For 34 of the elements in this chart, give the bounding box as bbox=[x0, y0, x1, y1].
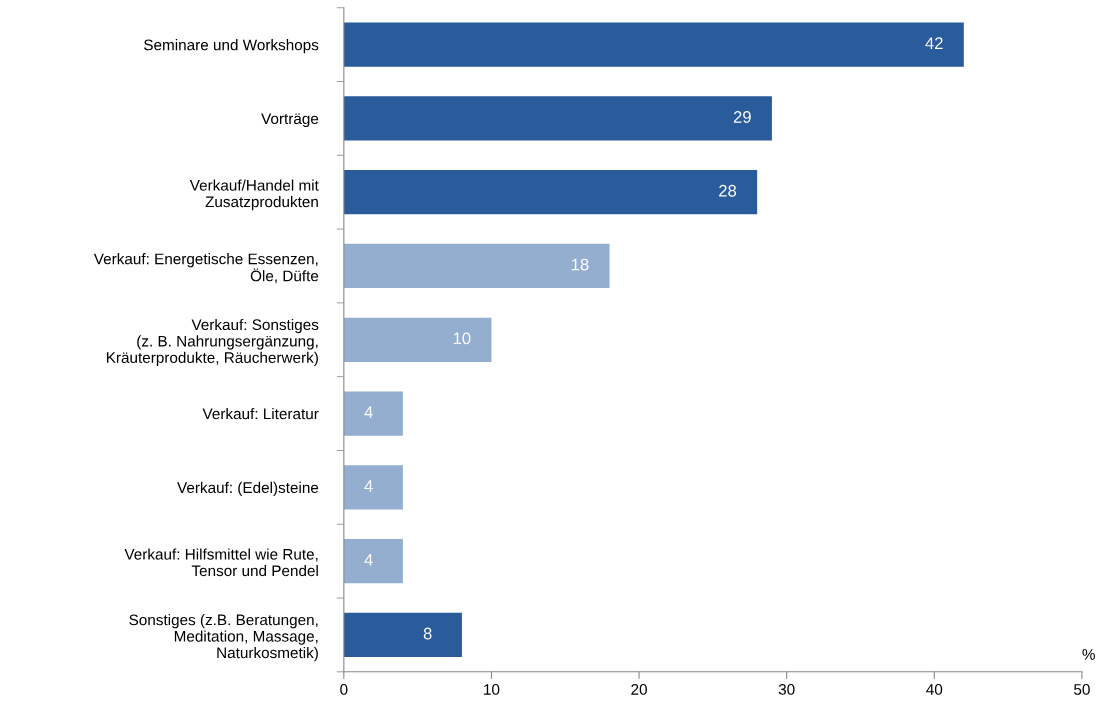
data-label: 29 bbox=[733, 111, 751, 123]
data-label: 4 bbox=[364, 553, 373, 566]
x-tick-label: 40 bbox=[926, 684, 943, 695]
bar bbox=[343, 539, 403, 584]
bar bbox=[343, 612, 462, 658]
bar bbox=[343, 243, 610, 289]
data-label: 18 bbox=[571, 258, 589, 271]
y-tick-label: Verkauf: Literatur bbox=[202, 408, 319, 420]
y-tick-label: Vorträge bbox=[261, 113, 319, 128]
bar bbox=[343, 96, 772, 141]
y-tick-label: Verkauf: Sonstiges (z. B. Nahrungsergänzung, Kräuterprodukte, Räucherwerk) bbox=[106, 318, 319, 367]
data-label: 4 bbox=[364, 480, 373, 492]
bar bbox=[343, 317, 492, 362]
bar bbox=[343, 22, 964, 67]
x-axis-title: % bbox=[1082, 649, 1095, 660]
y-tick-label: Verkauf: Energetische Essenzen, Öle, Düfte bbox=[93, 253, 319, 284]
y-tick-label: Verkauf: (Edel)steine bbox=[177, 481, 319, 497]
bar bbox=[343, 391, 403, 436]
x-tick-label: 10 bbox=[484, 684, 500, 695]
data-label: 10 bbox=[453, 332, 471, 345]
x-tick-label: 30 bbox=[778, 684, 795, 695]
y-tick-label: Seminare und Workshops bbox=[144, 39, 319, 54]
bar bbox=[343, 170, 758, 215]
y-tick-label: Verkauf: Hilfsmittel wie Rute, Tensor und Pendel bbox=[124, 548, 318, 577]
data-label: 4 bbox=[364, 406, 373, 418]
bar bbox=[343, 465, 403, 510]
data-label: 28 bbox=[719, 184, 737, 197]
y-tick-label: Sonstiges (z.B. Beratungen, Meditation, Massage, Naturkosmetik) bbox=[129, 614, 318, 662]
data-label: 42 bbox=[925, 37, 943, 49]
data-label: 8 bbox=[423, 627, 432, 640]
x-tick-label: 20 bbox=[631, 684, 647, 695]
x-tick-label: 50 bbox=[1074, 684, 1090, 695]
y-tick-label: Verkauf/Handel mit Zusatzprodukten bbox=[189, 179, 319, 211]
x-tick-label: 0 bbox=[340, 684, 348, 695]
